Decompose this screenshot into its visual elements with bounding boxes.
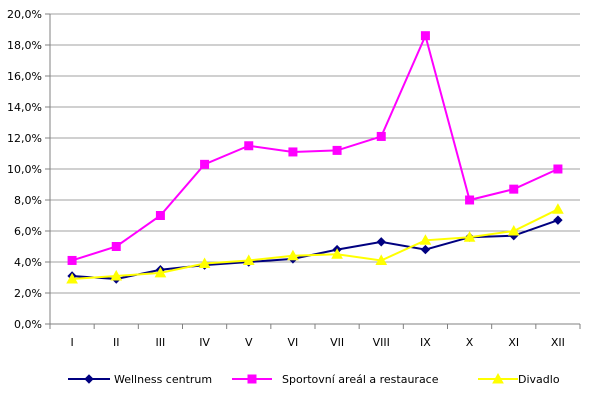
y-tick-label: 16,0% xyxy=(7,70,42,83)
legend-item: Divadlo xyxy=(478,372,560,386)
data-point xyxy=(507,224,520,236)
data-point xyxy=(553,215,563,225)
data-point xyxy=(465,195,475,205)
y-tick-label: 8,0% xyxy=(14,194,42,207)
data-point xyxy=(200,159,210,169)
axis-layer: 0,0% 2,0% 4,0% 6,0% 8,0% 10,0% 12,0% 14,0% 16,0%… xyxy=(7,8,581,349)
series-1 xyxy=(67,31,563,265)
y-tick-label: 12,0% xyxy=(7,132,42,145)
legend-label: Wellness centrum xyxy=(114,373,212,386)
data-point xyxy=(66,273,78,284)
legend-marker xyxy=(492,372,504,384)
y-tick-label: 6,0% xyxy=(14,225,42,238)
series-0 xyxy=(67,215,563,284)
data-point xyxy=(552,203,564,214)
x-tick-label: I xyxy=(70,336,73,349)
y-tick-label: 20,0% xyxy=(7,8,42,21)
legend-marker xyxy=(84,374,94,384)
data-point xyxy=(420,244,431,255)
x-tick-label: VI xyxy=(288,336,299,349)
series-2 xyxy=(66,203,564,284)
x-tick-label: X xyxy=(466,336,474,349)
series-layer xyxy=(66,31,564,284)
data-point xyxy=(155,211,165,220)
data-point xyxy=(376,237,386,247)
x-tick-label: III xyxy=(156,336,166,349)
x-tick-label: VIII xyxy=(373,336,390,349)
x-tick-label: IV xyxy=(199,336,210,349)
x-tick-label: V xyxy=(245,336,253,349)
legend-item: Wellness centrum xyxy=(68,373,212,386)
data-point xyxy=(67,255,77,265)
data-point xyxy=(509,184,519,194)
x-tick-label: XII xyxy=(551,336,565,349)
data-point xyxy=(419,234,432,245)
data-point xyxy=(198,257,211,269)
data-point xyxy=(331,248,343,259)
legend-label: Divadlo xyxy=(518,373,560,386)
data-point xyxy=(242,254,255,265)
data-point xyxy=(244,141,254,151)
grid-layer xyxy=(50,13,580,294)
y-tick-label: 14,0% xyxy=(7,101,42,114)
data-point xyxy=(463,231,476,242)
x-tick-label: XI xyxy=(508,336,519,349)
data-point xyxy=(154,266,167,278)
y-tick-label: 18,0% xyxy=(7,39,42,52)
y-tick-label: 4,0% xyxy=(14,256,42,269)
y-tick-label: 2,0% xyxy=(14,287,42,300)
series-line xyxy=(71,32,559,262)
data-point xyxy=(376,131,386,141)
data-point xyxy=(287,249,299,261)
legend-marker xyxy=(247,374,257,384)
y-tick-label: 0,0% xyxy=(14,318,42,331)
data-point xyxy=(375,254,388,265)
data-point xyxy=(110,269,123,281)
legend-item: Sportovní areál a restaurace xyxy=(232,373,439,386)
data-point xyxy=(553,164,563,174)
legend-label: Sportovní areál a restaurace xyxy=(282,373,439,386)
data-point xyxy=(420,31,430,41)
series-line xyxy=(72,208,559,281)
series-line xyxy=(72,219,559,281)
data-point xyxy=(332,145,342,155)
x-tick-label: II xyxy=(113,336,120,349)
x-tick-label: IX xyxy=(420,336,431,349)
data-point xyxy=(111,242,121,251)
y-tick-label: 10,0% xyxy=(7,163,42,176)
data-point xyxy=(288,147,298,157)
x-tick-label: VII xyxy=(330,336,344,349)
legend: Wellness centrum Sportovní areál a restau… xyxy=(68,372,560,386)
